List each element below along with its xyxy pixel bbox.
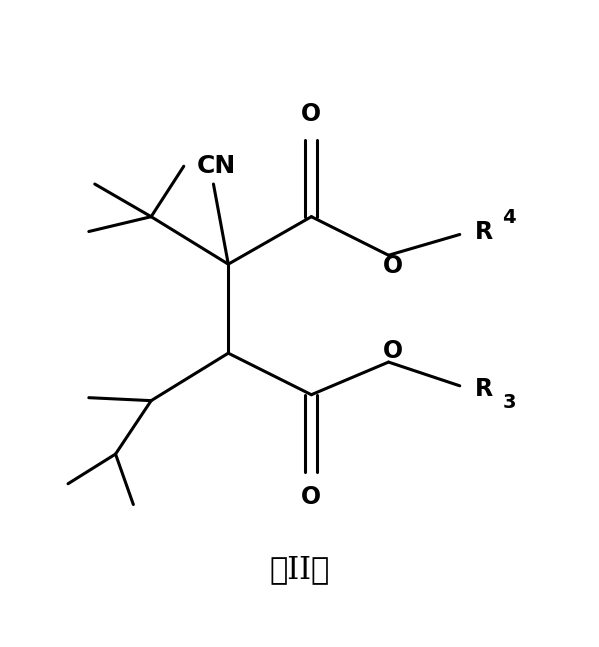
- Text: O: O: [383, 340, 403, 364]
- Text: R: R: [474, 377, 493, 400]
- Text: 4: 4: [503, 208, 516, 227]
- Text: CN: CN: [197, 154, 236, 178]
- Text: O: O: [301, 102, 322, 126]
- Text: （II）: （II）: [270, 554, 329, 586]
- Text: 3: 3: [503, 393, 516, 412]
- Text: R: R: [474, 219, 493, 243]
- Text: O: O: [383, 254, 403, 278]
- Text: O: O: [301, 485, 322, 509]
